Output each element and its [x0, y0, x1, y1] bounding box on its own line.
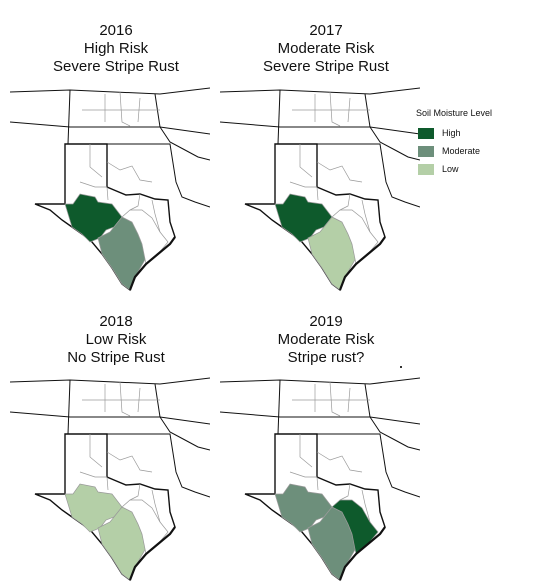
year-label: 2018 — [99, 313, 133, 330]
year-label: 2016 — [99, 22, 133, 39]
district-line-1 — [329, 381, 341, 417]
moisture-zone-3 — [331, 209, 379, 265]
texas-district-line-3 — [129, 483, 141, 501]
texas-district-line-5 — [106, 476, 109, 491]
map-2016 — [10, 87, 210, 292]
risk-label: Low Risk — [85, 331, 147, 348]
legend-label-moderate: Moderate — [442, 146, 481, 156]
texas-district-line-3 — [129, 193, 141, 211]
moisture-zone-3 — [121, 209, 169, 265]
stray-dot — [400, 366, 402, 368]
legend-title: Soil Moisture Level — [416, 108, 493, 118]
legend-swatch-low — [418, 163, 434, 175]
rust-label: Severe Stripe Rust — [263, 58, 389, 75]
state-west-border — [67, 379, 71, 435]
map-2017 — [220, 87, 420, 292]
oklahoma-border — [68, 433, 210, 498]
legend-item-high: High — [418, 124, 492, 142]
texas-district-line-1 — [316, 161, 363, 183]
legend-swatch-high — [418, 127, 434, 139]
rust-label: Severe Stripe Rust — [53, 58, 179, 75]
panel-title-2018: 2018 Low Risk No Stripe Rust — [6, 313, 226, 367]
texas-district-line-3 — [339, 483, 351, 501]
kansas-border-line — [220, 87, 420, 95]
texas-district-line-4 — [361, 489, 371, 523]
kansas-south-border — [220, 121, 420, 135]
texas-district-line-2 — [79, 181, 107, 188]
texas-district-line-2 — [289, 471, 317, 478]
oklahoma-border — [68, 143, 210, 208]
gulf-coastline — [338, 526, 386, 581]
texas-district-line-2 — [79, 471, 107, 478]
panel-title-2019: 2019 Moderate Risk Stripe rust? — [216, 313, 436, 367]
state-east-border — [364, 383, 420, 451]
panel-title-2017: 2017 Moderate Risk Severe Stripe Rust — [216, 22, 436, 76]
texas-district-line-5 — [316, 476, 319, 491]
state-east-border — [154, 93, 210, 161]
texas-district-line-0 — [299, 434, 313, 468]
moisture-zone-3 — [121, 499, 169, 555]
legend-item-moderate: Moderate — [418, 142, 492, 160]
legend: Soil Moisture Level High Moderate Low — [416, 108, 492, 178]
texas-district-line-5 — [316, 186, 319, 201]
rust-label: No Stripe Rust — [67, 349, 165, 366]
map-2018 — [10, 377, 210, 582]
state-east-border — [154, 383, 210, 451]
legend-label-high: High — [442, 128, 461, 138]
map-2019 — [220, 377, 420, 582]
kansas-south-border — [10, 121, 210, 135]
risk-label: Moderate Risk — [277, 40, 375, 57]
district-line-1 — [119, 381, 131, 417]
texas-district-line-1 — [106, 451, 153, 473]
year-label: 2019 — [309, 313, 343, 330]
state-west-border — [67, 89, 71, 145]
kansas-border-line — [10, 377, 210, 385]
state-east-border — [364, 93, 420, 161]
texas-district-line-2 — [289, 181, 317, 188]
moisture-zone-3 — [331, 499, 379, 555]
texas-district-line-0 — [299, 144, 313, 178]
texas-district-line-0 — [89, 144, 103, 178]
texas-district-line-4 — [151, 199, 161, 233]
rust-label: Stripe rust? — [287, 349, 365, 366]
kansas-south-border — [220, 411, 420, 425]
gulf-coastline — [128, 526, 176, 581]
district-line-1 — [329, 91, 341, 127]
texas-district-line-0 — [89, 434, 103, 468]
kansas-border-line — [220, 377, 420, 385]
texas-district-line-4 — [151, 489, 161, 523]
state-west-border — [277, 89, 281, 145]
legend-label-low: Low — [442, 164, 459, 174]
kansas-border-line — [10, 87, 210, 95]
gulf-coastline — [128, 236, 176, 291]
kansas-south-border — [10, 411, 210, 425]
texas-district-line-4 — [361, 199, 371, 233]
risk-label: Moderate Risk — [277, 331, 375, 348]
year-label: 2017 — [309, 22, 343, 39]
texas-district-line-5 — [106, 186, 109, 201]
risk-label: High Risk — [83, 40, 149, 57]
oklahoma-border — [278, 433, 420, 498]
texas-district-line-1 — [316, 451, 363, 473]
legend-swatch-moderate — [418, 145, 434, 157]
state-west-border — [277, 379, 281, 435]
gulf-coastline — [338, 236, 386, 291]
panel-title-2016: 2016 High Risk Severe Stripe Rust — [6, 22, 226, 76]
district-line-1 — [119, 91, 131, 127]
legend-item-low: Low — [418, 160, 492, 178]
texas-district-line-3 — [339, 193, 351, 211]
oklahoma-border — [278, 143, 420, 208]
texas-district-line-1 — [106, 161, 153, 183]
